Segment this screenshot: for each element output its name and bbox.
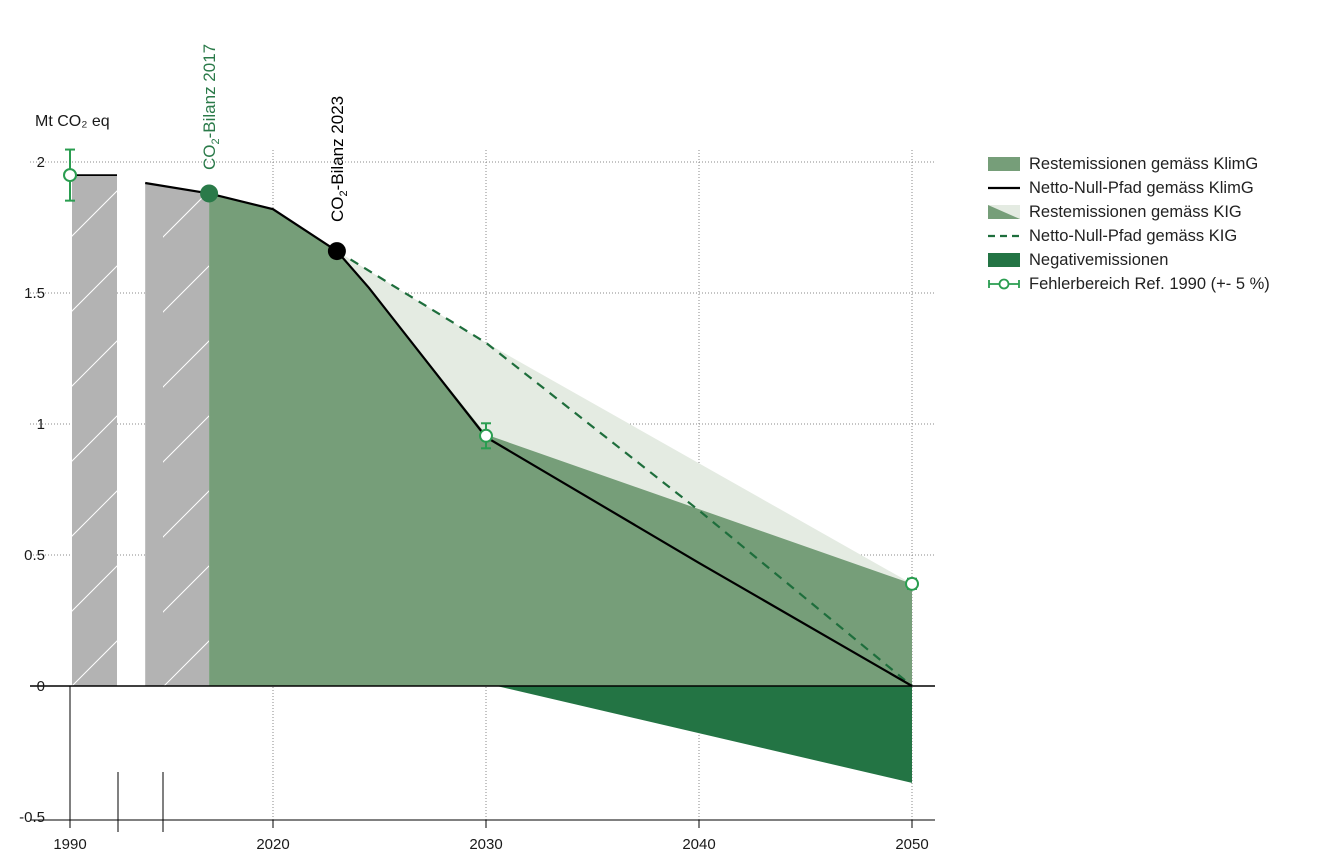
hatch-line	[163, 415, 209, 463]
marker-layer	[63, 148, 919, 591]
x-tick-label: 2020	[256, 836, 289, 853]
hatch-line	[72, 565, 117, 612]
hatch-line	[60, 28, 130, 98]
hatch-line	[163, 190, 209, 238]
annotation-label-prefix: CO	[328, 197, 347, 223]
legend-label: Netto-Null-Pfad gemäss KlimG	[1029, 178, 1254, 197]
area-negative-emissions	[496, 686, 912, 783]
x-tick-label: 2030	[469, 836, 502, 853]
hatch-line	[60, 0, 130, 23]
hatch-line	[152, 703, 222, 773]
hatch-line	[163, 265, 209, 313]
legend-item: Restemissionen gemäss KIG	[988, 200, 1270, 224]
legend-item: Restemissionen gemäss KlimG	[988, 152, 1270, 176]
error-marker	[905, 576, 919, 591]
annotation-point-0	[200, 184, 219, 203]
error-marker	[479, 422, 493, 450]
hatch-line	[152, 0, 222, 23]
legend: Restemissionen gemäss KlimG Netto-Null-Pf…	[988, 152, 1270, 296]
legend-item: Negativemissionen	[988, 248, 1270, 272]
hatch-line	[72, 190, 117, 237]
annotation-label-suffix: -Bilanz 2017	[200, 44, 219, 139]
annotation-point-1	[327, 242, 346, 261]
legend-swatch	[988, 253, 1020, 267]
y-tick-label: 1.5	[24, 285, 45, 302]
y-tick-label: 0.5	[24, 547, 45, 564]
unit-label: Mt CO₂ eq	[35, 113, 110, 130]
error-marker	[63, 148, 77, 202]
legend-label: Netto-Null-Pfad gemäss KIG	[1029, 226, 1238, 245]
annotation-label-1: CO2-Bilanz 2023	[328, 96, 350, 222]
annotation-label-sub: 2	[210, 138, 222, 144]
y-tick-label: 2	[37, 154, 45, 171]
area-rest-klimg	[209, 193, 913, 686]
swatch-circle	[998, 278, 1010, 290]
hatch-line	[72, 340, 117, 387]
swatch-fill	[988, 253, 1020, 267]
hatch-line	[163, 150, 176, 163]
legend-swatch	[988, 278, 1020, 290]
legend-swatch	[988, 186, 1020, 190]
annotation-label-suffix: -Bilanz 2023	[328, 96, 347, 191]
error-point	[905, 576, 919, 591]
hatch-historical	[152, 0, 222, 773]
y-tick-label: 1	[37, 416, 45, 433]
legend-swatch	[988, 205, 1020, 219]
x-tick-label: 2040	[682, 836, 715, 853]
y-tick-label: 0	[37, 678, 45, 695]
area-layer	[60, 0, 913, 783]
hatch-1990	[60, 0, 130, 686]
error-point	[479, 428, 493, 443]
legend-swatch	[988, 157, 1020, 171]
y-tick-label: -0.5	[19, 809, 45, 826]
legend-item: Netto-Null-Pfad gemäss KIG	[988, 224, 1270, 248]
legend-label: Fehlerbereich Ref. 1990 (+- 5 %)	[1029, 274, 1270, 293]
legend-item: Fehlerbereich Ref. 1990 (+- 5 %)	[988, 272, 1270, 296]
x-tick-label: 2050	[895, 836, 928, 853]
line-netto-null-klimg	[145, 181, 913, 687]
hatch-line	[163, 640, 209, 686]
hatch-line	[72, 415, 117, 462]
hatch-line	[72, 490, 117, 537]
hatch-line	[163, 340, 209, 388]
line-netto-null-kig	[336, 250, 913, 687]
error-point	[63, 168, 77, 183]
historical-area	[145, 183, 210, 686]
legend-label: Restemissionen gemäss KIG	[1029, 202, 1242, 221]
legend-swatch	[988, 234, 1020, 238]
legend-item: Netto-Null-Pfad gemäss KlimG	[988, 176, 1270, 200]
line-layer	[72, 174, 913, 687]
legend-label: Negativemissionen	[1029, 250, 1169, 269]
hatch-line	[163, 565, 209, 613]
reference-1990-bar	[72, 175, 117, 686]
hatch-line	[163, 490, 209, 538]
annotation-label-0: CO2-Bilanz 2017	[200, 44, 222, 170]
hatch-line	[72, 265, 117, 312]
annotation-label-prefix: CO	[200, 145, 219, 171]
hatch-line	[72, 640, 117, 686]
swatch-fill	[988, 157, 1020, 171]
swatch-triangle	[988, 205, 1020, 219]
legend-label: Restemissionen gemäss KlimG	[1029, 154, 1259, 173]
annotation-label-sub: 2	[338, 190, 350, 196]
x-tick-label: 1990	[53, 836, 86, 853]
axes	[30, 685, 935, 832]
